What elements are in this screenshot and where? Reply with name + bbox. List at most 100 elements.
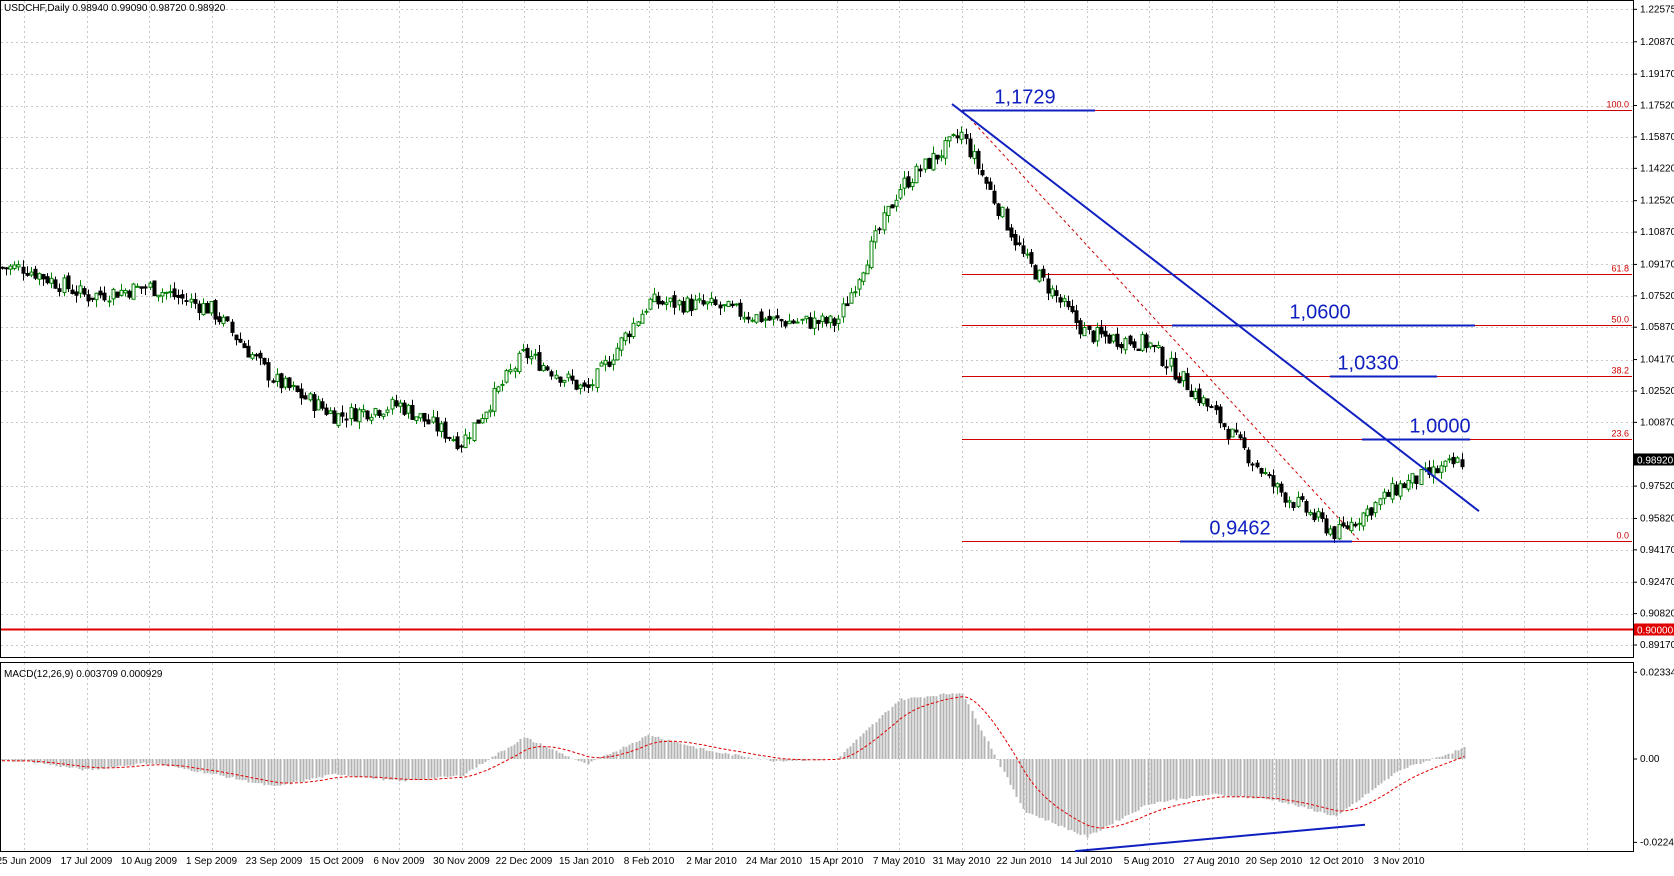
candle-body xyxy=(1435,468,1440,474)
candle-body xyxy=(1169,357,1174,367)
candle-body xyxy=(898,189,903,199)
candle-body xyxy=(1226,428,1231,440)
candle-body xyxy=(238,338,243,343)
candle-body xyxy=(127,290,132,298)
candle-body xyxy=(955,135,960,139)
candle-body xyxy=(1398,483,1403,497)
candle-body xyxy=(349,407,354,420)
date-label: 5 Aug 2010 xyxy=(1124,856,1175,867)
candle-body xyxy=(414,416,419,422)
candle-body xyxy=(861,272,866,282)
candle-body xyxy=(29,271,34,276)
candle-body xyxy=(12,264,17,270)
price-tick-label: 1.20870 xyxy=(1640,37,1674,48)
candle-body xyxy=(98,290,103,296)
macd-divergence-line xyxy=(1074,823,1366,853)
price-tick-label: 1.17520 xyxy=(1640,101,1674,112)
candle-body xyxy=(1177,377,1182,384)
candle-body xyxy=(160,291,165,297)
candle-body xyxy=(312,394,317,412)
price-tick-label: 1.05870 xyxy=(1640,322,1674,333)
candle-body xyxy=(1173,357,1178,380)
trendline-downtrend xyxy=(951,103,1480,513)
candle-body xyxy=(213,300,218,320)
candle-body xyxy=(197,303,202,314)
candle-body xyxy=(488,409,493,413)
candle-body xyxy=(918,168,923,172)
annotation-label: 1,0000 xyxy=(1409,416,1470,438)
candle-body xyxy=(189,298,194,303)
candle-body xyxy=(390,398,395,410)
candle-body xyxy=(968,138,973,158)
candle-body xyxy=(906,176,911,188)
candle-body xyxy=(656,295,661,305)
candle-body xyxy=(463,434,468,449)
candle-body xyxy=(623,332,628,342)
candle-body xyxy=(1390,482,1395,500)
candle-body xyxy=(1148,342,1153,348)
candle-body xyxy=(168,291,173,294)
candle-body xyxy=(730,303,735,307)
macd-signal-line xyxy=(1,696,1465,829)
candle-body xyxy=(410,405,415,420)
candle-body xyxy=(33,268,38,279)
date-label: 22 Jun 2010 xyxy=(996,856,1051,867)
candle-body xyxy=(111,288,116,300)
candle-body xyxy=(931,153,936,171)
date-label: 15 Apr 2010 xyxy=(810,856,864,867)
candle-body xyxy=(340,412,345,417)
price-tick-label: 1.00870 xyxy=(1640,417,1674,428)
candle-body xyxy=(8,265,13,270)
candle-body xyxy=(541,365,546,372)
candle-body xyxy=(4,267,9,270)
candle-body xyxy=(808,317,813,329)
candle-body xyxy=(225,316,230,322)
candle-body xyxy=(1115,333,1120,347)
candle-body xyxy=(804,315,809,320)
candle-body xyxy=(1369,507,1374,516)
candle-body xyxy=(283,377,288,388)
candle-body xyxy=(353,408,358,422)
candle-body xyxy=(447,436,452,439)
candle-body xyxy=(992,190,997,204)
candle-body xyxy=(1132,341,1137,348)
candle-body xyxy=(1242,437,1247,449)
candle-body xyxy=(295,385,300,392)
candle-body xyxy=(476,419,481,424)
date-label: 20 Sep 2010 xyxy=(1246,856,1303,867)
candle-body xyxy=(849,292,854,304)
candle-body xyxy=(1205,398,1210,407)
candle-body xyxy=(406,404,411,414)
candle-body xyxy=(1378,498,1383,506)
date-label: 8 Feb 2010 xyxy=(624,856,675,867)
candle-body xyxy=(816,320,821,324)
candle-body xyxy=(1345,525,1350,529)
candle-body xyxy=(1382,491,1387,499)
annotation-label: 1,0600 xyxy=(1289,302,1350,324)
date-label: 30 Nov 2009 xyxy=(433,856,490,867)
candle-body xyxy=(37,273,42,280)
candle-body xyxy=(373,408,378,416)
candle-body xyxy=(143,286,148,289)
candle-body xyxy=(439,423,444,432)
candle-body xyxy=(902,177,907,189)
candle-body xyxy=(1152,344,1157,347)
price-tick-label: 1.10870 xyxy=(1640,227,1674,238)
candle-body xyxy=(45,276,50,284)
candle-body xyxy=(1394,484,1399,496)
macd-tick-label: -0.02245 xyxy=(1640,837,1674,848)
candle-body xyxy=(681,301,686,313)
candle-body xyxy=(57,288,62,293)
candle-body xyxy=(996,203,1001,217)
candle-body xyxy=(857,279,862,290)
candle-body xyxy=(668,297,673,303)
candle-body xyxy=(578,384,583,389)
candle-body xyxy=(775,315,780,319)
price-tick-label: 1.04170 xyxy=(1640,355,1674,366)
candle-body xyxy=(262,357,267,365)
candle-body xyxy=(193,299,198,304)
candle-body xyxy=(500,383,505,386)
price-tick-label: 0.97520 xyxy=(1640,481,1674,492)
candle-body xyxy=(533,353,538,356)
price-tick-label: 0.95820 xyxy=(1640,513,1674,524)
